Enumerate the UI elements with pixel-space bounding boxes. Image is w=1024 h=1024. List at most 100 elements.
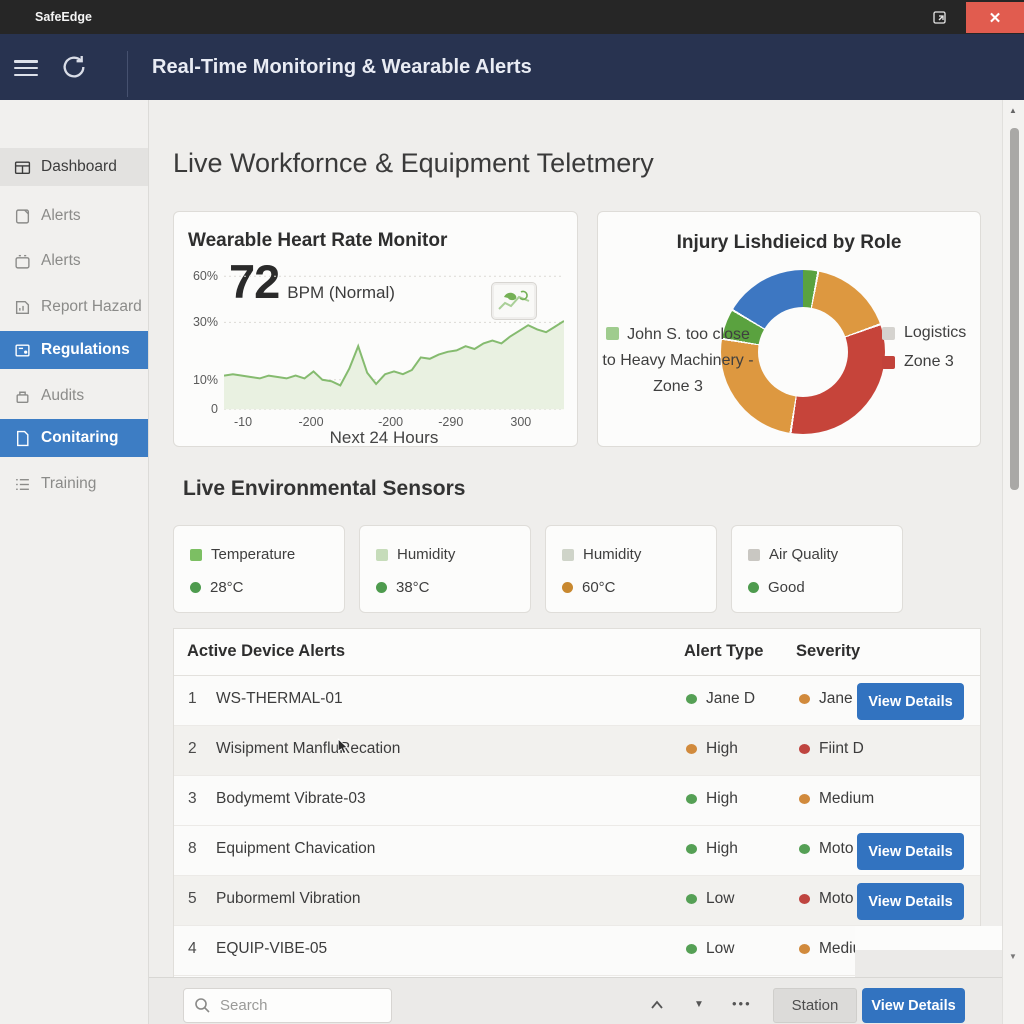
sidebar-item-label: Alerts	[41, 252, 81, 269]
scroll-up-icon[interactable]: ▲	[1009, 106, 1017, 115]
severity-dot-icon	[799, 794, 810, 804]
device-name: EQUIP-VIBE-05	[216, 940, 328, 957]
sensor-card-temperature: Temperature 28°C	[173, 525, 345, 613]
search-icon	[195, 998, 210, 1013]
alert-box-icon	[15, 254, 30, 269]
header-title: Real-Time Monitoring & Wearable Alerts	[152, 56, 532, 78]
chevron-up-icon[interactable]	[649, 998, 665, 1014]
triangle-down-icon[interactable]: ▼	[694, 999, 704, 1010]
search-box	[183, 988, 392, 1023]
sensor-swatch-icon	[748, 548, 760, 561]
overlay-panel-lower	[855, 950, 1005, 977]
view-details-button-bottom[interactable]: View Details	[862, 988, 965, 1023]
alert-dot-icon	[686, 694, 697, 704]
heart-card-title: Wearable Heart Rate Monitor	[188, 230, 448, 251]
app-title: SafeEdge	[35, 10, 92, 24]
document-icon	[17, 430, 29, 446]
device-name: Equipment Chavication	[216, 840, 376, 857]
table-body: 1 WS-THERMAL-01 Jane D Jane D View Details 2 W…	[174, 676, 980, 976]
device-name: Pubormeml Vibration	[216, 890, 361, 907]
x-tick-label: -290	[438, 415, 464, 429]
search-input[interactable]	[220, 989, 385, 1022]
heart-rate-chart	[224, 275, 564, 410]
alert-dot-icon	[686, 844, 697, 854]
severity-dot-icon	[799, 694, 810, 704]
alert-type-cell: Jane D	[686, 690, 755, 708]
view-details-button[interactable]: View Details	[857, 883, 964, 920]
sensor-swatch-icon	[562, 548, 574, 561]
ellipsis-icon[interactable]: •••	[732, 996, 752, 1011]
y-tick-label: 10%	[192, 372, 218, 387]
table-row: 8 Equipment Chavication High Moto View Detai…	[174, 826, 980, 876]
sensor-label: Air Quality	[748, 546, 838, 563]
sidebar-item-label: Dashboard	[41, 158, 117, 175]
sidebar-item-regulations-4[interactable]: Regulations	[0, 331, 148, 369]
sidebar-item-conitaring-6[interactable]: Conitaring	[0, 419, 148, 457]
sensors-section-title: Live Environmental Sensors	[183, 477, 466, 500]
alert-doc-icon	[15, 208, 30, 224]
bpm-readout: 72 BPM (Normal)	[229, 254, 395, 309]
sensor-label: Temperature	[190, 546, 295, 563]
alert-type-cell: Low	[686, 890, 734, 908]
table-row: 2 Wisipment ManfluRecation High Fiint D	[174, 726, 980, 776]
audits-icon	[16, 391, 29, 403]
sidebar-item-dashboard-0[interactable]: Dashboard	[0, 148, 148, 186]
station-button[interactable]: Station	[773, 988, 857, 1023]
legend-label: Zone 3	[904, 353, 954, 370]
col-severity: Severity	[796, 642, 861, 660]
sidebar-item-label: Training	[41, 475, 97, 492]
sensor-card-air-quality: Air Quality Good	[731, 525, 903, 613]
x-tick-label: -200	[298, 415, 324, 429]
device-name: Bodymemt Vibrate-03	[216, 790, 366, 807]
severity-cell: Moto	[799, 840, 853, 858]
close-button[interactable]: ✕	[966, 2, 1024, 33]
status-dot-icon	[748, 582, 759, 593]
sidebar-item-label: Regulations	[41, 341, 130, 358]
device-name: WS-THERMAL-01	[216, 690, 343, 707]
legend-label: Logistics	[904, 324, 967, 341]
donut-legend-left: John S. too close to Heavy Machinery - Z…	[602, 322, 754, 400]
sensor-value: 38°C	[376, 579, 430, 596]
alert-type-cell: Low	[686, 940, 734, 958]
sensor-value: Good	[748, 579, 805, 596]
sidebar-item-training-7[interactable]: Training	[0, 465, 148, 503]
table-header: Active Device Alerts Alert Type Severity	[174, 629, 980, 676]
titlebar: SafeEdge ✕	[0, 0, 1024, 34]
alert-type-cell: High	[686, 790, 738, 808]
severity-dot-icon	[799, 744, 810, 754]
alert-type-cell: High	[686, 840, 738, 858]
restore-window-icon[interactable]	[931, 8, 949, 26]
alert-dot-icon	[686, 744, 697, 754]
sidebar-item-label: Conitaring	[41, 429, 119, 446]
bpm-value: 72	[229, 255, 280, 308]
refresh-icon[interactable]	[60, 53, 88, 81]
sidebar-item-report-hazard-3[interactable]: Report Hazard	[0, 288, 148, 326]
sidebar-item-alerts-1[interactable]: Alerts	[0, 197, 148, 235]
report-icon	[15, 300, 30, 314]
sensor-label: Humidity	[376, 546, 455, 563]
sensor-value: 60°C	[562, 579, 616, 596]
table-row: 1 WS-THERMAL-01 Jane D Jane D View Details	[174, 676, 980, 726]
scrollbar[interactable]: ▲ ▼	[1002, 100, 1024, 1024]
sidebar-item-alerts-2[interactable]: Alerts	[0, 242, 148, 280]
regulations-icon	[15, 343, 30, 357]
status-dot-icon	[376, 582, 387, 593]
legend-swatch	[606, 327, 620, 340]
row-number: 4	[188, 940, 197, 957]
scroll-down-icon[interactable]: ▼	[1009, 952, 1017, 961]
status-dot-icon	[562, 582, 573, 593]
view-details-button[interactable]: View Details	[857, 683, 964, 720]
sensor-card-humidity: Humidity 60°C	[545, 525, 717, 613]
page-title: Live Workfornce & Equipment Teletmery	[173, 148, 654, 178]
row-number: 2	[188, 740, 197, 757]
mouse-cursor-icon	[336, 738, 349, 755]
scrollbar-thumb[interactable]	[1010, 128, 1019, 490]
row-number: 3	[188, 790, 197, 807]
chart-badge-icon[interactable]	[491, 282, 537, 320]
menu-icon[interactable]	[14, 60, 38, 76]
y-tick-label: 30%	[192, 315, 218, 330]
sidebar-item-audits-5[interactable]: Audits	[0, 377, 148, 415]
severity-dot-icon	[799, 944, 810, 954]
view-details-button[interactable]: View Details	[857, 833, 964, 870]
